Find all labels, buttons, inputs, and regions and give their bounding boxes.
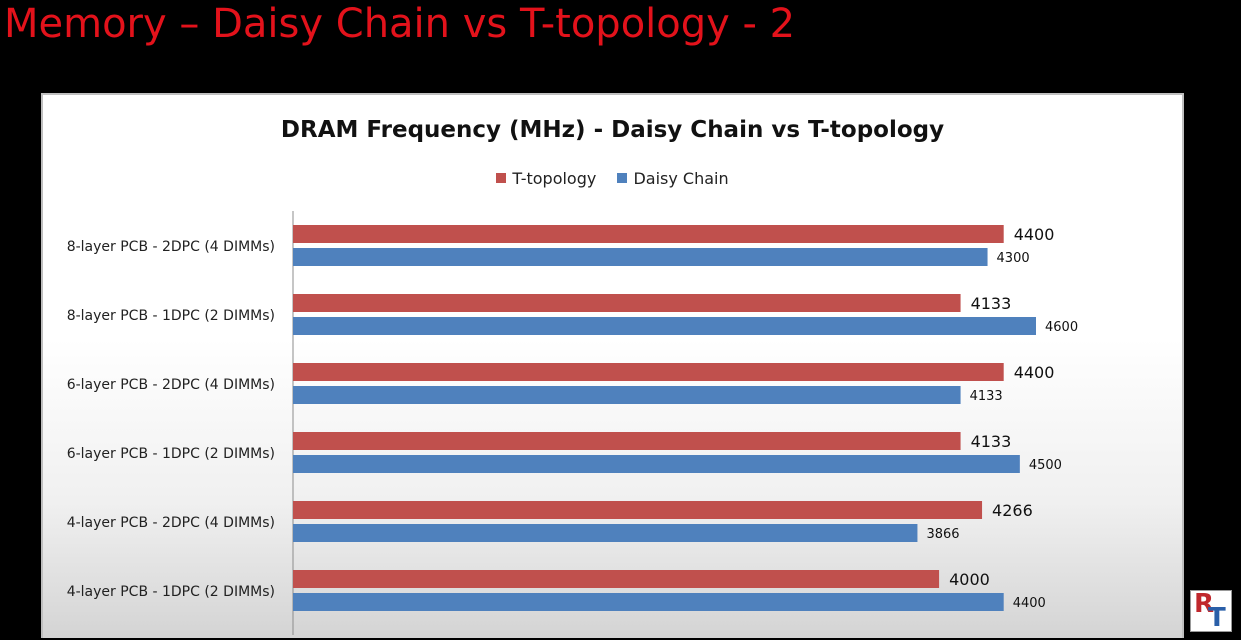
legend-swatch-t-topology [496, 173, 507, 183]
bar-daisy-chain [293, 248, 988, 266]
data-label-t-topology: 4400 [1014, 225, 1055, 244]
bar-daisy-chain [293, 524, 918, 542]
category-label: 8-layer PCB - 1DPC (2 DIMMs) [67, 308, 275, 324]
bar-daisy-chain [293, 317, 1036, 335]
logo-letter-t: T [1208, 603, 1226, 633]
category-label: 6-layer PCB - 1DPC (2 DIMMs) [67, 446, 275, 462]
category-label: 8-layer PCB - 2DPC (4 DIMMs) [67, 239, 275, 255]
bar-daisy-chain [293, 593, 1004, 611]
rt-logo: R T [1190, 590, 1232, 632]
data-label-daisy-chain: 4600 [1045, 320, 1078, 335]
data-label-t-topology: 4133 [971, 432, 1012, 451]
bar-t-topology [293, 501, 983, 519]
bar-t-topology [293, 225, 1004, 243]
logo-letter-r: R [1194, 589, 1215, 619]
chart-legend: T-topology Daisy Chain [43, 168, 1182, 188]
data-label-daisy-chain: 4500 [1029, 458, 1062, 473]
legend-item-daisy-chain: Daisy Chain [617, 168, 729, 188]
data-label-daisy-chain: 3866 [926, 527, 959, 542]
bar-t-topology [293, 570, 940, 588]
chart-title: DRAM Frequency (MHz) - Daisy Chain vs T-… [280, 117, 945, 143]
category-label: 4-layer PCB - 1DPC (2 DIMMs) [67, 584, 275, 600]
bar-daisy-chain [293, 386, 961, 404]
chart-panel: DRAM Frequency (MHz) - Daisy Chain vs T-… [41, 93, 1184, 638]
legend-label-t-topology: T-topology [512, 168, 597, 188]
data-label-t-topology: 4266 [992, 501, 1033, 520]
bar-daisy-chain [293, 455, 1020, 473]
bar-t-topology [293, 432, 961, 450]
bar-t-topology [293, 363, 1004, 381]
data-label-t-topology: 4000 [949, 570, 990, 589]
data-label-daisy-chain: 4300 [997, 251, 1030, 266]
data-label-daisy-chain: 4133 [970, 389, 1003, 404]
legend-item-t-topology: T-topology [496, 169, 596, 188]
data-label-t-topology: 4400 [1014, 363, 1055, 382]
legend-swatch-daisy-chain [617, 173, 628, 183]
data-label-t-topology: 4133 [971, 294, 1012, 313]
legend-label-daisy-chain: Daisy Chain [633, 168, 729, 188]
data-label-daisy-chain: 4400 [1013, 596, 1046, 611]
category-label: 4-layer PCB - 2DPC (4 DIMMs) [67, 515, 275, 531]
bar-chart: 8-layer PCB - 2DPC (4 DIMMs) 4400 4300 8-la… [67, 211, 1078, 635]
slide-title: Memory – Daisy Chain vs T-topology - 2 [4, 1, 796, 47]
bar-t-topology [293, 294, 961, 312]
category-label: 6-layer PCB - 2DPC (4 DIMMs) [67, 377, 275, 393]
